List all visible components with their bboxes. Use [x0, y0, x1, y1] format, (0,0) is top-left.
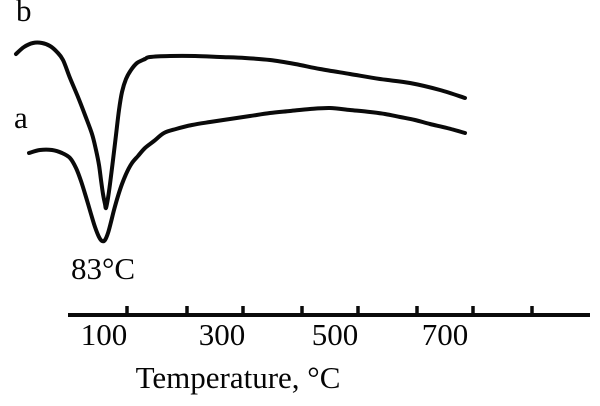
x-tick-label-500: 500 — [311, 317, 359, 352]
x-axis-title: Temperature, °C — [135, 360, 341, 395]
curve-b-label: b — [16, 0, 32, 28]
curve-a-label: a — [14, 100, 28, 135]
peak-temperature-annotation: 83°C — [70, 251, 136, 286]
x-tick-label-300: 300 — [198, 317, 246, 352]
x-tick-label-100: 100 — [80, 317, 128, 352]
x-tick-label-700: 700 — [421, 317, 469, 352]
